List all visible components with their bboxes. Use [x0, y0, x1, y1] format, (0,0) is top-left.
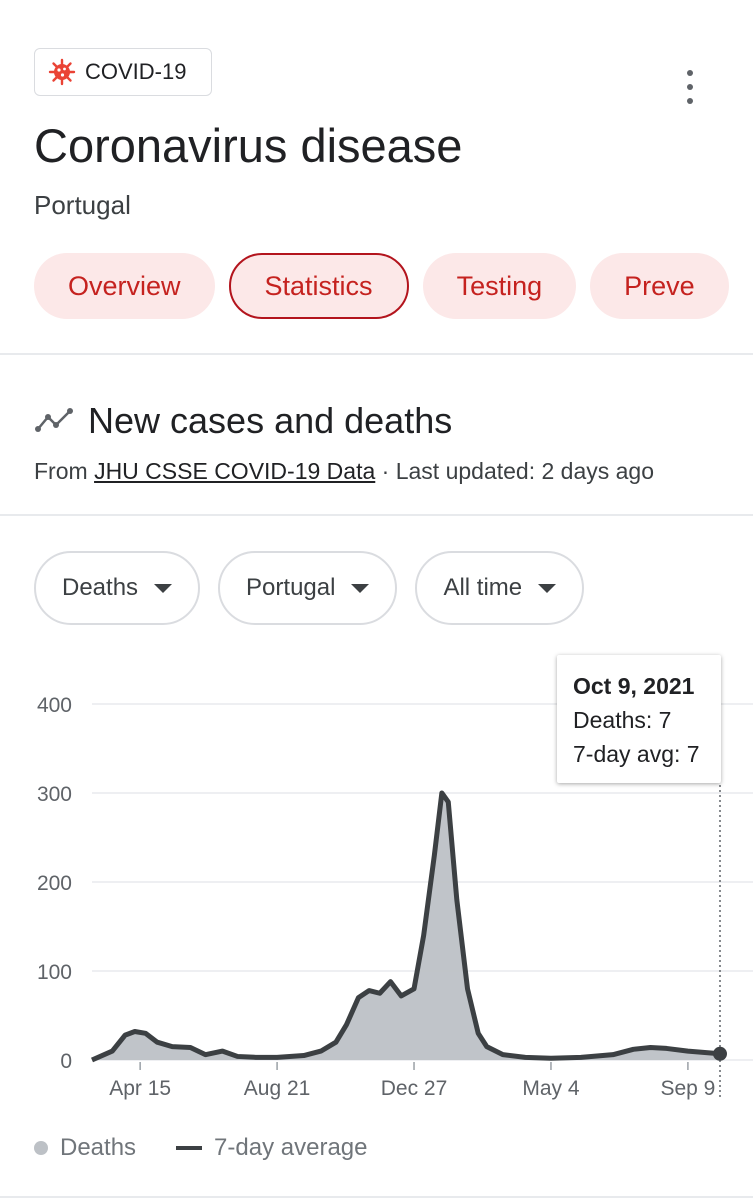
tab-bar: Overview Statistics Testing Preve — [34, 253, 729, 319]
region-dropdown[interactable]: Portugal — [218, 551, 398, 625]
deaths-area — [92, 793, 720, 1060]
tooltip-date: Oct 9, 2021 — [573, 673, 695, 699]
y-tick-label: 300 — [37, 783, 72, 806]
trend-icon — [35, 408, 73, 432]
tab-statistics[interactable]: Statistics — [228, 253, 409, 319]
y-tick-label: 400 — [37, 694, 72, 717]
y-tick-label: 0 — [60, 1050, 72, 1073]
last-updated: · Last updated: 2 days ago — [375, 458, 655, 484]
chart-tooltip: Oct 9, 2021 Deaths: 7 7-day avg: 7 — [557, 655, 721, 783]
legend-deaths-swatch — [34, 1141, 48, 1155]
tooltip-deaths: Deaths: 7 — [573, 707, 672, 733]
x-tick-label: May 4 — [522, 1077, 580, 1100]
page-subtitle: Portugal — [34, 190, 131, 220]
source-link[interactable]: JHU CSSE COVID-19 Data — [94, 458, 376, 484]
topic-chip-label: COVID-19 — [85, 59, 187, 84]
section-header: New cases and deaths — [34, 400, 452, 442]
tab-testing[interactable]: Testing — [422, 253, 577, 319]
chart-legend: Deaths 7-day average — [34, 1134, 367, 1162]
caret-down-icon — [538, 583, 557, 593]
average-line — [90, 790, 721, 1063]
tab-overview[interactable]: Overview — [34, 253, 215, 319]
region-dropdown-label: Portugal — [246, 574, 336, 601]
more-options-icon[interactable] — [676, 70, 704, 104]
page-title: Coronavirus disease — [34, 119, 463, 172]
divider — [0, 514, 753, 516]
tooltip-average: 7-day avg: 7 — [573, 741, 700, 767]
divider — [0, 1196, 753, 1198]
caret-down-icon — [154, 583, 173, 593]
source-prefix: From — [34, 458, 95, 484]
y-tick-label: 200 — [37, 872, 72, 895]
range-dropdown[interactable]: All time — [415, 551, 585, 625]
source-line: From JHU CSSE COVID-19 Data · Last updat… — [34, 458, 654, 485]
legend-average-swatch — [176, 1146, 203, 1150]
filter-row: Deaths Portugal All time — [34, 551, 585, 625]
hover-point — [713, 1046, 727, 1061]
topic-chip[interactable]: COVID-19 — [34, 48, 212, 96]
x-tick-label: Dec 27 — [381, 1077, 448, 1100]
section-title: New cases and deaths — [88, 400, 453, 441]
virus-icon — [47, 57, 77, 87]
legend-average-label: 7-day average — [214, 1134, 368, 1161]
metric-dropdown-label: Deaths — [62, 574, 139, 601]
range-dropdown-label: All time — [443, 574, 523, 601]
x-tick-label: Aug 21 — [244, 1077, 311, 1100]
x-tick-label: Sep 9 — [660, 1077, 715, 1100]
divider — [0, 353, 753, 355]
y-tick-label: 100 — [37, 961, 72, 984]
x-tick-label: Apr 15 — [109, 1077, 171, 1100]
legend-deaths-label: Deaths — [60, 1134, 137, 1161]
deaths-chart[interactable]: 400 300 200 100 0 Apr 15 Aug 21 Dec 27 May 4 Sep … — [0, 640, 753, 1120]
caret-down-icon — [351, 583, 370, 593]
metric-dropdown[interactable]: Deaths — [34, 551, 201, 625]
tab-prevention[interactable]: Preve — [590, 253, 729, 319]
